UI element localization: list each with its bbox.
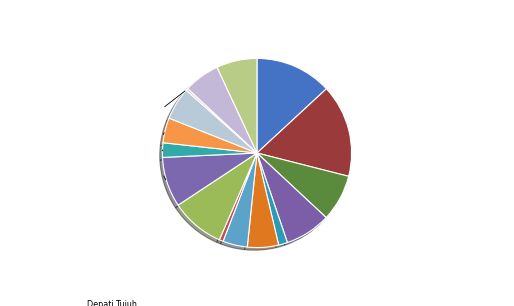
Wedge shape — [247, 153, 279, 248]
Wedge shape — [163, 118, 257, 153]
Wedge shape — [186, 89, 257, 153]
Wedge shape — [257, 153, 287, 245]
Wedge shape — [257, 89, 352, 176]
Wedge shape — [257, 153, 348, 218]
Wedge shape — [257, 153, 326, 243]
Wedge shape — [217, 58, 257, 153]
Wedge shape — [162, 143, 257, 157]
Wedge shape — [219, 153, 257, 241]
Wedge shape — [178, 153, 257, 240]
Wedge shape — [257, 58, 326, 153]
Wedge shape — [188, 67, 257, 153]
Wedge shape — [169, 90, 257, 153]
Wedge shape — [223, 153, 257, 247]
Wedge shape — [162, 153, 257, 205]
